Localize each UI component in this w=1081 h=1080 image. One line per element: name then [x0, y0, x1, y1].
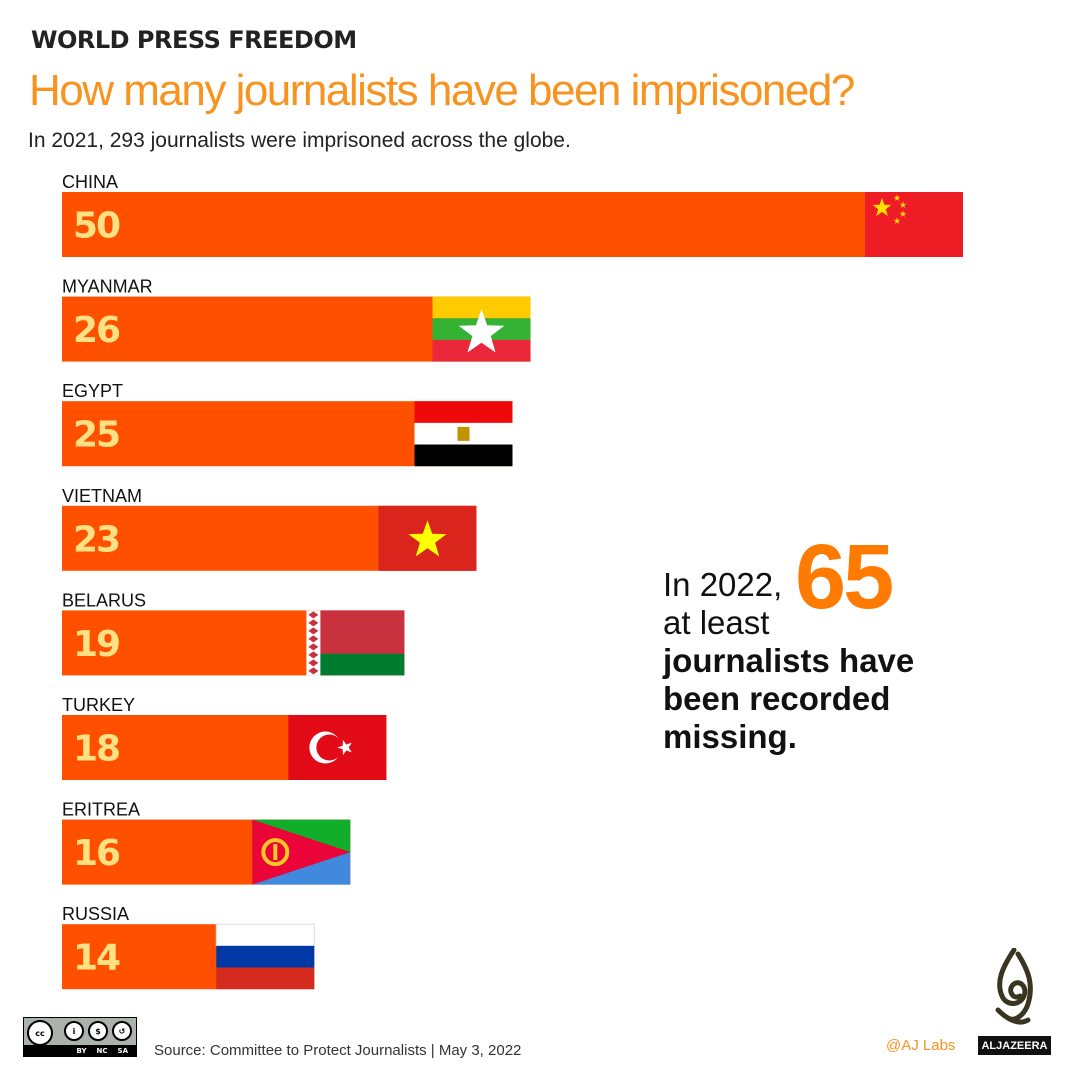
value-label: 25 [73, 415, 119, 456]
eritrea-flag-icon [252, 819, 351, 885]
value-label: 19 [73, 624, 119, 665]
value-label: 50 [73, 206, 120, 247]
nc-label: NC [96, 1046, 108, 1055]
aljazeera-calligraphy-logo [995, 948, 1033, 1025]
vietnam-flag-icon [378, 505, 477, 571]
category-label: BELARUS [62, 590, 146, 610]
bar-group-egypt: EGYPT 25 [62, 381, 513, 467]
note-line1: In 2022, [663, 566, 783, 603]
bar-group-turkey: TURKEY 18 [62, 695, 387, 780]
by-icon: i [64, 1021, 84, 1041]
category-label: VIETNAM [62, 486, 142, 506]
sa-label: SA [117, 1046, 128, 1055]
missing-note: In 2022, at least 65 journalists have be… [663, 531, 923, 756]
value-label: 16 [73, 833, 120, 874]
bar-group-eritrea: ERITREA 16 [62, 800, 351, 885]
category-label: TURKEY [62, 695, 135, 715]
bar-chart: CHINA 50 MYANMAR 26 EGYPT 25 VIETNAM 23 BELARUS 1… [62, 172, 963, 990]
category-label: RUSSIA [62, 904, 129, 924]
sa-icon: ↺ [112, 1021, 132, 1041]
bar [62, 192, 963, 257]
category-label: EGYPT [62, 381, 123, 401]
bar-group-myanmar: MYANMAR 26 [62, 277, 531, 362]
value-label: 14 [73, 938, 120, 979]
belarus-flag-icon [306, 610, 405, 676]
value-label: 26 [73, 310, 120, 351]
egypt-flag-icon [414, 401, 513, 467]
aljazeera-logo: ALJAZEERA [978, 1036, 1051, 1055]
russia-flag-icon [215, 923, 315, 990]
creative-commons-badge: cc i $ ↺ BY NC SA [23, 1017, 137, 1057]
note-line2: at least [663, 604, 770, 641]
source-text: Source: Committee to Protect Journalists… [154, 1042, 522, 1059]
license-labels: BY NC SA [24, 1045, 136, 1056]
cc-icon: cc [27, 1020, 53, 1046]
turkey-flag-icon [288, 715, 387, 780]
category-label: MYANMAR [62, 277, 153, 297]
by-label: BY [76, 1046, 87, 1055]
bar-group-vietnam: VIETNAM 23 [62, 486, 477, 571]
note-rest: journalists have been recorded missing. [663, 642, 915, 755]
kicker: WORLD PRESS FREEDOM [31, 26, 357, 54]
category-label: ERITREA [62, 800, 140, 820]
note-number: 65 [795, 526, 894, 628]
china-flag-icon [865, 192, 963, 257]
bar-group-china: CHINA 50 [62, 172, 963, 257]
subtitle: In 2021, 293 journalists were imprisoned… [28, 129, 571, 152]
bar-group-russia: RUSSIA 14 [62, 904, 315, 990]
myanmar-flag-icon [432, 296, 531, 362]
nc-icon: $ [88, 1021, 108, 1041]
value-label: 23 [73, 519, 119, 560]
category-label: CHINA [62, 172, 118, 192]
aj-labs-credit: @AJ Labs [886, 1037, 956, 1054]
page-title: How many journalists have been imprisone… [29, 66, 855, 115]
value-label: 18 [73, 729, 119, 770]
bar-group-belarus: BELARUS 19 [62, 590, 405, 676]
